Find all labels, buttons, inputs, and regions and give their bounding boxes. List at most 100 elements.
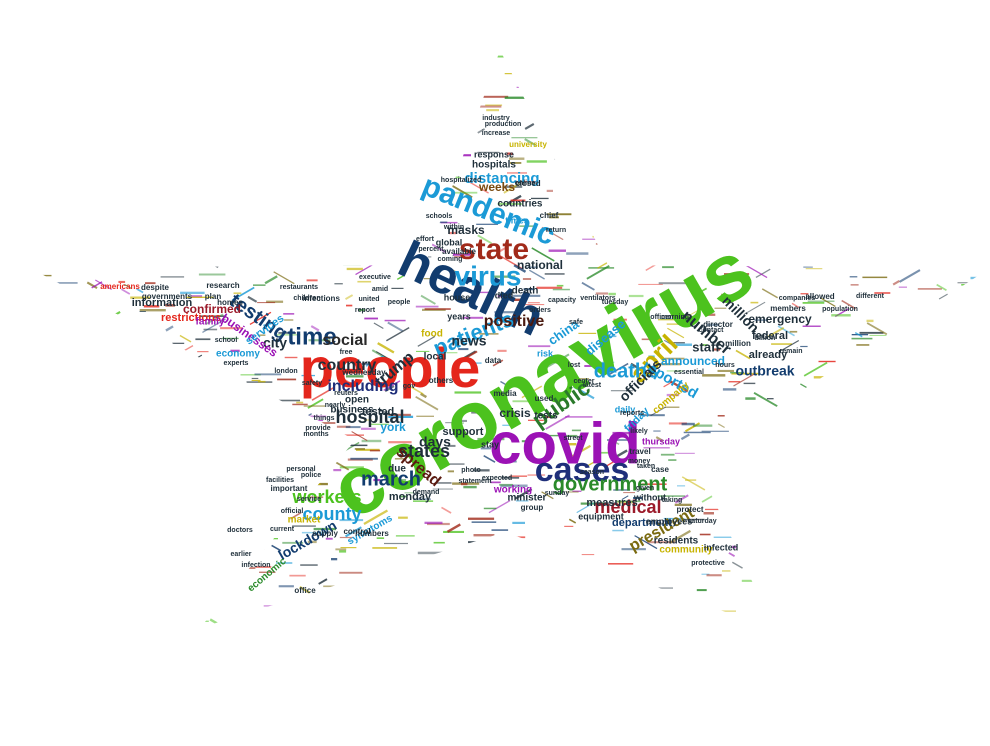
filler-mark (260, 255, 281, 257)
filler-mark (104, 635, 116, 636)
filler-mark (664, 339, 672, 345)
filler-mark (121, 523, 140, 526)
filler-mark (462, 407, 487, 410)
filler-mark (836, 450, 857, 452)
filler-mark (494, 311, 518, 314)
filler-mark (613, 489, 631, 491)
filler-mark (310, 214, 333, 217)
filler-mark (42, 596, 59, 599)
filler-mark (576, 136, 599, 151)
word-116: schools (426, 213, 453, 220)
filler-mark (512, 582, 526, 585)
filler-mark (897, 389, 911, 392)
filler-mark (149, 150, 162, 159)
filler-mark (43, 63, 55, 66)
filler-mark (158, 357, 172, 360)
filler-mark (954, 163, 979, 178)
filler-mark (479, 333, 499, 335)
filler-mark (916, 330, 938, 333)
filler-mark (813, 376, 833, 379)
word-109: production (485, 121, 522, 128)
filler-mark (91, 281, 103, 289)
filler-mark (923, 63, 950, 65)
filler-mark (339, 571, 363, 574)
filler-mark (266, 172, 280, 181)
filler-mark (536, 286, 563, 289)
filler-mark (49, 215, 71, 217)
filler-mark (384, 385, 395, 393)
filler-mark (148, 233, 159, 235)
filler-mark (911, 555, 930, 558)
word-181: amid (372, 286, 388, 293)
filler-mark (701, 344, 708, 346)
word-2: covid (489, 411, 641, 476)
filler-mark (800, 345, 808, 348)
filler-mark (203, 571, 212, 574)
filler-mark (776, 181, 800, 196)
filler-mark (476, 223, 498, 225)
filler-mark (183, 128, 208, 131)
filler-mark (605, 460, 616, 467)
filler-mark (245, 212, 257, 214)
word-149: official (281, 508, 304, 515)
filler-mark (434, 121, 461, 123)
filler-mark (823, 479, 840, 491)
filler-mark (45, 83, 62, 94)
filler-mark (633, 497, 642, 499)
filler-mark (230, 349, 240, 352)
filler-mark (875, 126, 884, 128)
filler-mark (345, 426, 361, 429)
filler-mark (398, 516, 408, 519)
filler-mark (497, 202, 522, 205)
filler-mark (742, 113, 770, 116)
filler-mark (210, 83, 224, 86)
filler-mark (885, 105, 900, 115)
filler-mark (136, 288, 144, 294)
filler-mark (666, 393, 680, 397)
filler-mark (331, 558, 338, 561)
filler-mark (717, 369, 734, 372)
filler-mark (503, 183, 520, 194)
filler-mark (270, 55, 285, 58)
filler-mark (210, 593, 224, 594)
filler-mark (58, 210, 75, 213)
filler-mark (881, 601, 910, 604)
word-84: global (436, 237, 463, 247)
filler-mark (863, 476, 886, 479)
filler-mark (785, 503, 805, 505)
filler-mark (779, 122, 800, 135)
filler-mark (195, 354, 203, 360)
filler-mark (667, 327, 685, 339)
filler-mark (668, 379, 689, 393)
filler-mark (78, 120, 97, 122)
filler-mark (869, 173, 879, 181)
filler-mark (862, 455, 869, 460)
filler-mark (200, 166, 218, 168)
filler-mark (864, 373, 883, 376)
filler-mark (527, 266, 538, 268)
filler-mark (430, 577, 449, 579)
filler-mark (483, 507, 497, 510)
word-24: including (327, 378, 398, 395)
filler-mark (166, 540, 189, 555)
filler-mark (339, 536, 354, 539)
filler-mark (896, 232, 923, 234)
filler-mark (39, 132, 66, 135)
filler-mark (513, 614, 523, 616)
filler-mark (766, 556, 794, 559)
filler-mark (944, 124, 954, 127)
word-18: states (398, 441, 450, 461)
filler-mark (417, 551, 443, 555)
filler-mark (981, 566, 990, 569)
filler-mark (165, 304, 176, 307)
filler-mark (157, 127, 182, 143)
word-139: experts (224, 360, 249, 367)
filler-mark (228, 478, 242, 480)
filler-mark (775, 75, 797, 77)
filler-mark (774, 448, 789, 451)
filler-mark (447, 470, 454, 473)
filler-mark (552, 575, 575, 577)
filler-mark (898, 286, 907, 288)
filler-mark (984, 379, 990, 381)
